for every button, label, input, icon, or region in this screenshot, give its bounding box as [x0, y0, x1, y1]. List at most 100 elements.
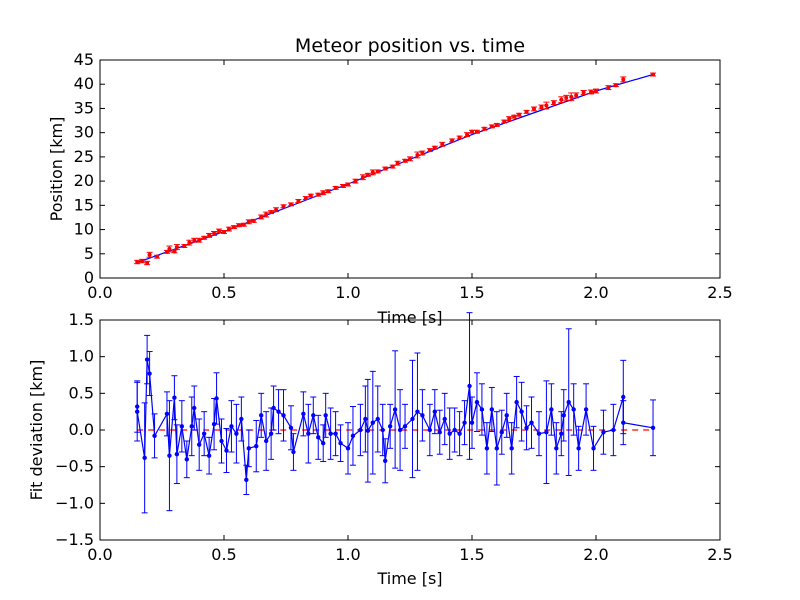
position-chart: Meteor position vs. time 0.0 0.5 1.0 1.5 2.0…: [47, 35, 733, 327]
y-axis-label: Position [km]: [47, 117, 66, 222]
data-point: [247, 446, 251, 450]
data-point: [480, 407, 484, 411]
y-tick-label: 0: [84, 268, 94, 287]
data-point: [621, 77, 625, 81]
data-point: [576, 446, 580, 450]
data-point: [334, 186, 338, 190]
y-tick-label: 35: [74, 98, 94, 117]
data-point: [569, 95, 573, 99]
data-point: [383, 459, 387, 463]
data-point: [507, 117, 511, 121]
data-point: [182, 244, 186, 248]
data-point: [537, 431, 541, 435]
data-point: [333, 431, 337, 435]
data-point: [611, 428, 615, 432]
data-point: [571, 407, 575, 411]
data-point: [207, 453, 211, 457]
data-point: [180, 424, 184, 428]
data-point: [289, 426, 293, 430]
data-point: [388, 424, 392, 428]
data-point: [323, 413, 327, 417]
data-point: [244, 478, 248, 482]
data-point: [495, 123, 499, 127]
data-point: [371, 170, 375, 174]
y-tick-label: 1.5: [69, 310, 94, 329]
data-point: [276, 409, 280, 413]
data-point: [346, 183, 350, 187]
data-point: [614, 83, 618, 87]
y-tick-label: 1.0: [69, 347, 94, 366]
data-point: [457, 431, 461, 435]
data-point: [281, 413, 285, 417]
data-point: [172, 396, 176, 400]
data-point: [495, 446, 499, 450]
data-point: [554, 446, 558, 450]
data-point: [366, 429, 370, 433]
data-point: [490, 407, 494, 411]
data-point: [140, 259, 144, 263]
x-tick-label: 0.5: [211, 283, 236, 302]
data-point: [564, 96, 568, 100]
y-tick-label: 30: [74, 123, 94, 142]
data-point: [363, 417, 367, 421]
data-point: [252, 219, 256, 223]
data-point: [346, 446, 350, 450]
x-tick-label: 0.5: [211, 545, 236, 564]
data-point: [212, 231, 216, 235]
data-point: [145, 357, 149, 361]
data-point: [192, 406, 196, 410]
data-point: [142, 456, 146, 460]
y-tick-label: 40: [74, 74, 94, 93]
data-point: [559, 431, 563, 435]
y-tick-label: 0.0: [69, 420, 94, 439]
data-point: [403, 424, 407, 428]
data-point: [282, 204, 286, 208]
data-point: [321, 191, 325, 195]
data-point: [428, 148, 432, 152]
x-tick-label: 1.5: [459, 545, 484, 564]
data-point: [259, 413, 263, 417]
data-point: [410, 417, 414, 421]
data-point: [559, 98, 563, 102]
data-point: [202, 236, 206, 240]
x-tick-label: 2.5: [707, 545, 732, 564]
y-tick-label: −1.0: [55, 493, 94, 512]
data-point: [148, 253, 152, 257]
y-tick-label: −1.5: [55, 530, 94, 549]
data-point: [361, 175, 365, 179]
data-point: [269, 431, 273, 435]
chart-title: Meteor position vs. time: [295, 35, 525, 57]
data-point: [219, 439, 223, 443]
data-point: [202, 431, 206, 435]
data-point: [396, 161, 400, 165]
data-point: [567, 400, 571, 404]
data-point: [229, 424, 233, 428]
data-point: [398, 428, 402, 432]
data-point: [408, 157, 412, 161]
data-point: [383, 167, 387, 171]
data-point: [465, 133, 469, 137]
data-point: [539, 105, 543, 109]
data-point: [304, 196, 308, 200]
y-tick-label: 45: [74, 50, 94, 69]
data-point: [403, 159, 407, 163]
data-point: [175, 245, 179, 249]
data-point: [433, 409, 437, 413]
data-point: [341, 184, 345, 188]
data-point: [197, 442, 201, 446]
data-point: [525, 110, 529, 114]
data-point: [371, 420, 375, 424]
x-axis-label: Time [s]: [376, 569, 442, 588]
data-point: [366, 173, 370, 177]
data-point: [306, 431, 310, 435]
data-point: [247, 220, 251, 224]
data-point: [470, 130, 474, 134]
data-point: [217, 229, 221, 233]
data-point: [338, 441, 342, 445]
data-point: [393, 407, 397, 411]
data-point: [532, 107, 536, 111]
data-point: [519, 409, 523, 413]
data-point: [517, 113, 521, 117]
data-point: [584, 407, 588, 411]
data-point: [145, 261, 149, 265]
